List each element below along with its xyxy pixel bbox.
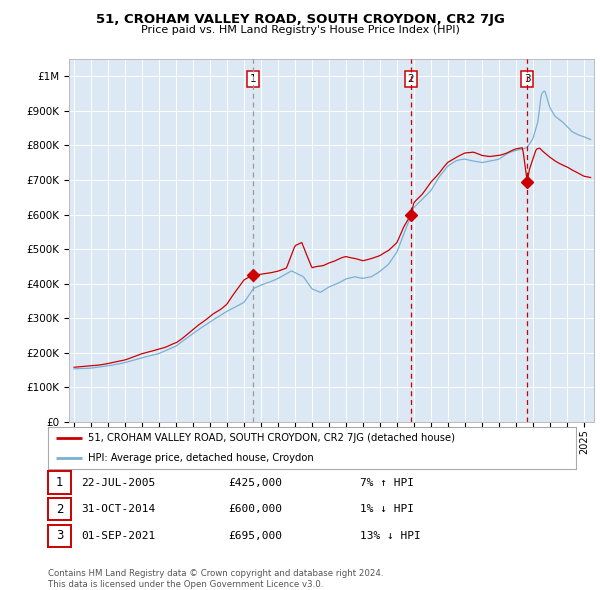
Text: £600,000: £600,000 (228, 504, 282, 514)
Text: 1: 1 (56, 476, 63, 489)
Text: 2: 2 (408, 74, 415, 84)
Text: HPI: Average price, detached house, Croydon: HPI: Average price, detached house, Croy… (88, 453, 313, 463)
Text: 2: 2 (56, 503, 63, 516)
Text: Contains HM Land Registry data © Crown copyright and database right 2024.
This d: Contains HM Land Registry data © Crown c… (48, 569, 383, 589)
Text: 1: 1 (250, 74, 257, 84)
Text: 1% ↓ HPI: 1% ↓ HPI (360, 504, 414, 514)
Text: 01-SEP-2021: 01-SEP-2021 (81, 531, 155, 540)
Text: Price paid vs. HM Land Registry's House Price Index (HPI): Price paid vs. HM Land Registry's House … (140, 25, 460, 35)
Text: 22-JUL-2005: 22-JUL-2005 (81, 478, 155, 487)
Text: 51, CROHAM VALLEY ROAD, SOUTH CROYDON, CR2 7JG (detached house): 51, CROHAM VALLEY ROAD, SOUTH CROYDON, C… (88, 433, 455, 443)
Text: 3: 3 (524, 74, 530, 84)
Text: 51, CROHAM VALLEY ROAD, SOUTH CROYDON, CR2 7JG: 51, CROHAM VALLEY ROAD, SOUTH CROYDON, C… (95, 13, 505, 26)
Text: £695,000: £695,000 (228, 531, 282, 540)
Text: 13% ↓ HPI: 13% ↓ HPI (360, 531, 421, 540)
Text: 7% ↑ HPI: 7% ↑ HPI (360, 478, 414, 487)
Text: 3: 3 (56, 529, 63, 542)
Text: 31-OCT-2014: 31-OCT-2014 (81, 504, 155, 514)
Text: £425,000: £425,000 (228, 478, 282, 487)
